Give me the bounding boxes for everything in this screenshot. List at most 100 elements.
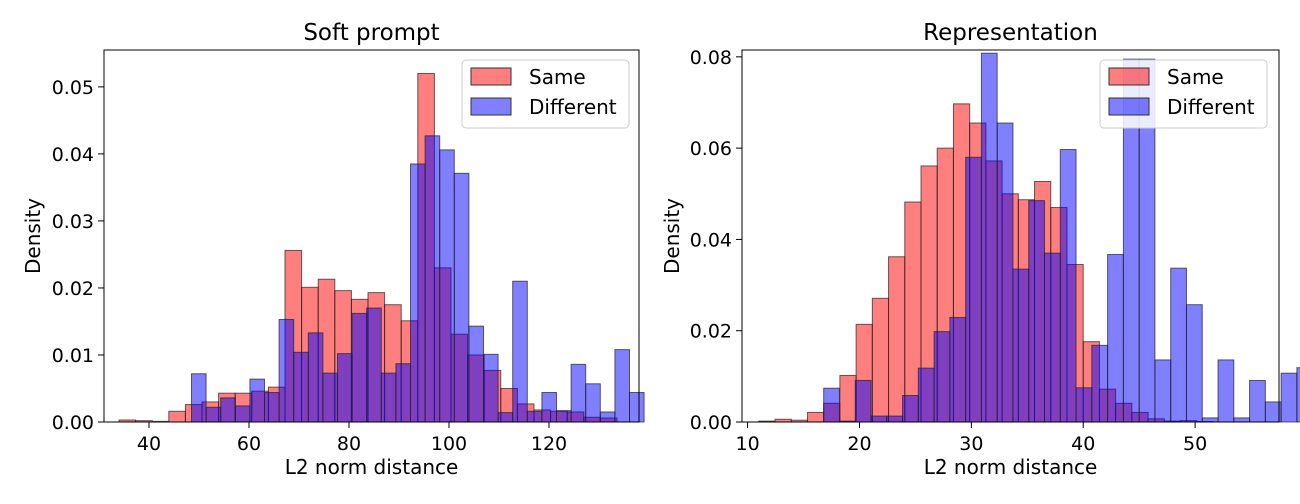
x-tick-label: 60 bbox=[237, 433, 261, 455]
x-tick-label: 40 bbox=[1071, 433, 1095, 455]
bar-different-30 bbox=[630, 393, 645, 422]
y-tick-label: 0.03 bbox=[52, 211, 94, 233]
bar-different-16 bbox=[425, 136, 440, 422]
bar-different-29 bbox=[615, 350, 630, 422]
bar-different-8 bbox=[950, 317, 966, 422]
bar-different-23 bbox=[527, 411, 542, 422]
bar-same-3 bbox=[169, 411, 186, 422]
bar-different-17 bbox=[440, 150, 455, 422]
bar-different-12 bbox=[1013, 269, 1029, 422]
x-tick-label: 100 bbox=[431, 433, 467, 455]
bar-different-21 bbox=[498, 413, 513, 422]
bar-different-13 bbox=[1029, 201, 1045, 422]
bar-different-10 bbox=[338, 354, 353, 422]
bar-different-22 bbox=[513, 281, 528, 422]
bar-different-25 bbox=[557, 411, 572, 422]
x-tick-label: 50 bbox=[1183, 433, 1207, 455]
y-axis-label: Density bbox=[21, 198, 45, 274]
bar-different-7 bbox=[294, 352, 309, 422]
bar-different-15 bbox=[411, 164, 426, 422]
legend-label-same: Same bbox=[1167, 65, 1224, 89]
bar-different-29 bbox=[1281, 373, 1297, 422]
x-tick-label: 80 bbox=[337, 433, 361, 455]
x-tick-label: 20 bbox=[847, 433, 871, 455]
legend-label-same: Same bbox=[529, 65, 586, 89]
bar-different-28 bbox=[600, 412, 615, 422]
bar-different-11 bbox=[352, 313, 367, 422]
y-tick-label: 0.00 bbox=[690, 412, 732, 434]
bar-different-4 bbox=[250, 379, 265, 422]
legend: Same Different bbox=[462, 60, 629, 128]
legend-label-different: Different bbox=[1167, 95, 1255, 119]
y-tick-label: 0.05 bbox=[52, 77, 94, 99]
bar-different-9 bbox=[966, 157, 982, 422]
bar-same-7 bbox=[872, 298, 888, 422]
legend-swatch-same bbox=[1109, 68, 1149, 85]
bar-different-20 bbox=[484, 354, 499, 422]
legend-label-different: Different bbox=[529, 95, 617, 119]
y-tick-label: 0.04 bbox=[52, 144, 94, 166]
bar-different-4 bbox=[887, 416, 903, 422]
y-tick-label: 0.01 bbox=[52, 345, 94, 367]
y-ticks: 0.00 0.02 0.04 0.06 0.08 bbox=[690, 47, 742, 434]
y-ticks: 0.000.010.020.030.040.05 bbox=[52, 77, 104, 434]
bar-different-10 bbox=[981, 53, 997, 422]
bar-different-25 bbox=[1218, 360, 1234, 422]
bar-different-26 bbox=[1234, 418, 1250, 422]
bar-different-0 bbox=[824, 388, 840, 422]
bar-different-15 bbox=[1060, 150, 1076, 423]
y-tick-label: 0.04 bbox=[690, 229, 732, 251]
chart-title: Representation bbox=[923, 20, 1098, 46]
y-axis-label: Density bbox=[660, 198, 684, 274]
x-tick-label: 30 bbox=[959, 433, 983, 455]
y-tick-label: 0.02 bbox=[52, 278, 94, 300]
bar-different-18 bbox=[1108, 254, 1124, 422]
y-tick-label: 0.02 bbox=[690, 321, 732, 343]
bar-different-22 bbox=[1171, 268, 1187, 422]
chart-title: Soft prompt bbox=[303, 20, 439, 46]
bar-different-12 bbox=[367, 308, 382, 422]
x-axis-label: L2 norm distance bbox=[924, 455, 1098, 479]
y-tick-label: 0.06 bbox=[690, 138, 732, 160]
bar-different-19 bbox=[469, 326, 484, 422]
bar-different-23 bbox=[1186, 305, 1202, 422]
legend: Same Different bbox=[1100, 60, 1267, 128]
bar-different-2 bbox=[855, 380, 871, 422]
bar-different-27 bbox=[586, 384, 601, 422]
bar-different-16 bbox=[1076, 388, 1092, 422]
bar-different-0 bbox=[192, 374, 207, 422]
x-tick-label: 120 bbox=[531, 433, 567, 455]
bar-different-11 bbox=[997, 123, 1013, 422]
y-tick-label: 0.08 bbox=[690, 47, 732, 69]
bar-different-27 bbox=[1250, 380, 1266, 422]
bar-different-3 bbox=[871, 416, 887, 422]
legend-swatch-same bbox=[471, 68, 511, 85]
bar-different-9 bbox=[323, 373, 338, 422]
bar-different-3 bbox=[235, 406, 250, 422]
bar-different-18 bbox=[454, 173, 469, 422]
legend-swatch-different bbox=[1109, 98, 1149, 115]
bar-different-26 bbox=[571, 364, 586, 422]
bar-different-5 bbox=[903, 396, 919, 422]
bar-different-2 bbox=[221, 398, 236, 422]
x-ticks: 40 60 80 100 120 bbox=[137, 422, 567, 455]
series-different bbox=[192, 136, 645, 422]
bar-different-14 bbox=[396, 364, 411, 422]
bar-same-5 bbox=[840, 375, 856, 422]
bar-different-6 bbox=[279, 319, 294, 422]
bar-different-24 bbox=[542, 393, 557, 422]
bar-same-3 bbox=[807, 412, 823, 422]
bar-different-21 bbox=[1155, 360, 1171, 422]
bar-different-7 bbox=[934, 332, 950, 422]
bar-different-17 bbox=[1092, 345, 1108, 422]
bar-different-24 bbox=[1202, 418, 1218, 422]
bar-different-1 bbox=[206, 407, 221, 422]
x-axis-label: L2 norm distance bbox=[285, 455, 459, 479]
bar-different-14 bbox=[1045, 253, 1061, 422]
x-tick-label: 40 bbox=[137, 433, 161, 455]
bar-different-13 bbox=[381, 373, 396, 422]
